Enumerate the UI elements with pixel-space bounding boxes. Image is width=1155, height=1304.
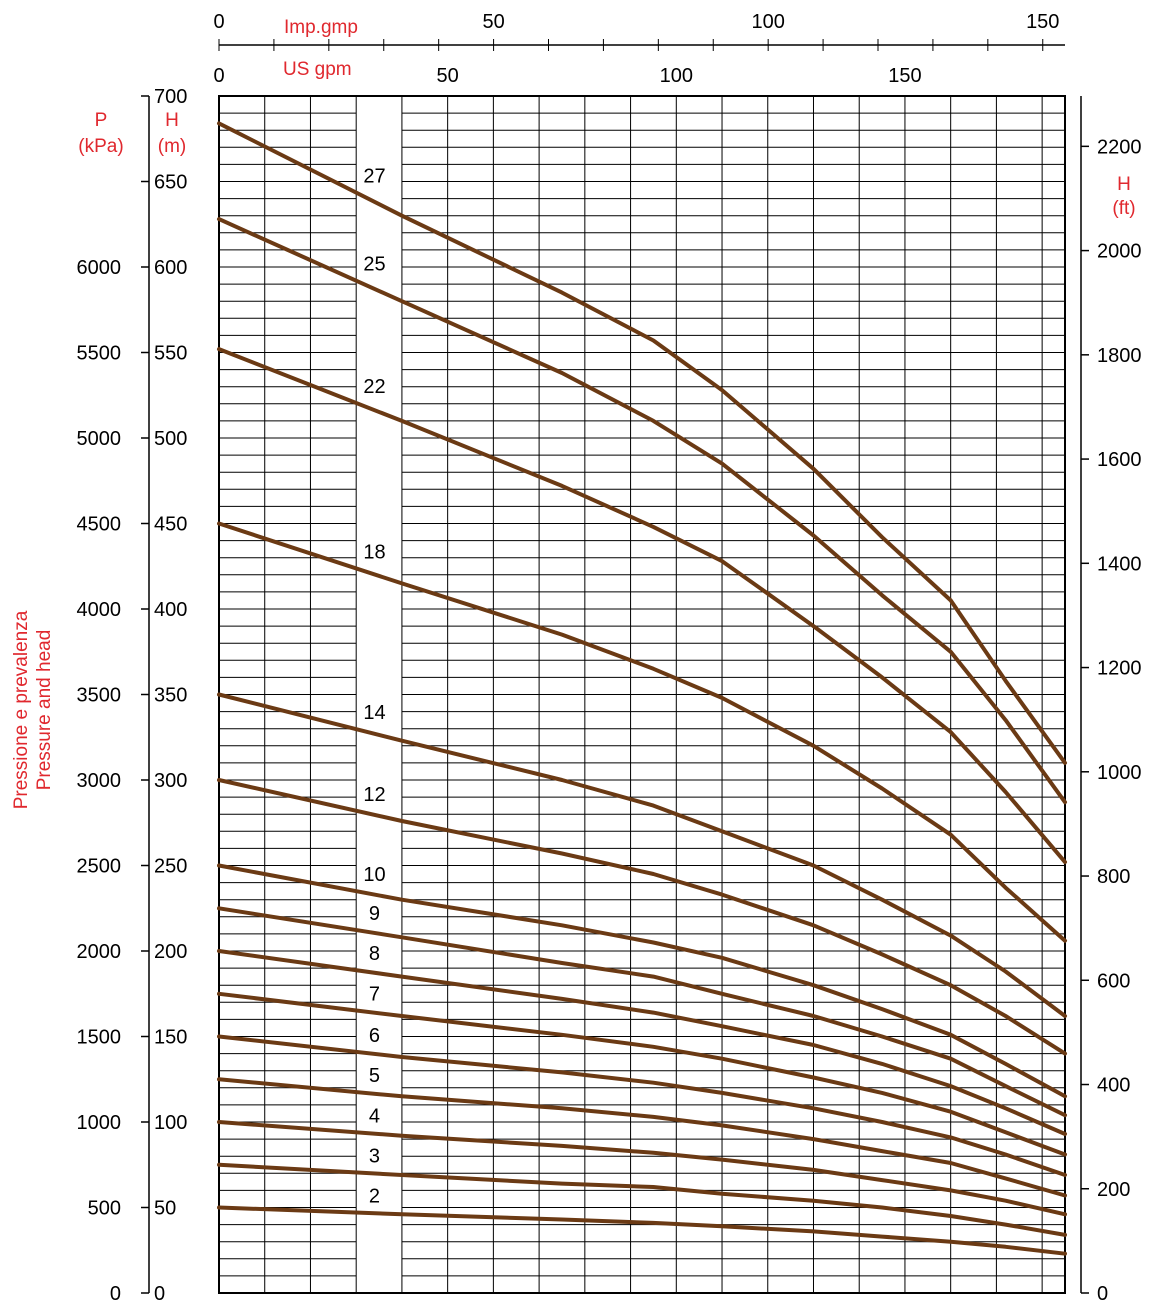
pump-curve-9 <box>217 906 1067 1118</box>
pressure-tick-label: 2500 <box>77 856 122 878</box>
head-m-tick-label: 500 <box>154 428 187 450</box>
head-m-label: H <box>165 110 179 131</box>
head-m-tick-label: 100 <box>154 1112 187 1134</box>
pump-curve-7 <box>217 991 1067 1157</box>
us-gpm-tick-label: 50 <box>437 65 459 87</box>
pressure-tick-label: 6000 <box>77 257 122 279</box>
curve-label-27: 27 <box>363 166 385 188</box>
head-m-tick-label: 650 <box>154 172 187 194</box>
curve-label-6: 6 <box>369 1025 380 1047</box>
pressure-tick-label: 3500 <box>77 685 122 707</box>
head-m-tick-label: 200 <box>154 941 187 963</box>
us-gpm-label: US gpm <box>283 59 352 80</box>
pressure-label: P <box>95 110 108 131</box>
pressure-tick-label: 0 <box>110 1283 121 1304</box>
head-ft-tick-label: 2200 <box>1097 136 1142 158</box>
chart-axes <box>141 39 1089 1294</box>
head-m-tick-label: 300 <box>154 770 187 792</box>
us-gpm-tick-label: 100 <box>660 65 693 87</box>
head-m-tick-label: 550 <box>154 343 187 365</box>
y-axis-title-it: Pressione e prevalenza <box>11 610 32 809</box>
head-m-unit: (m) <box>158 136 186 157</box>
pump-curves <box>217 121 1067 1256</box>
pressure-tick-label: 2000 <box>77 941 122 963</box>
head-ft-tick-label: 200 <box>1097 1179 1130 1201</box>
curve-label-3: 3 <box>369 1145 380 1167</box>
imp-gpm-tick-label: 0 <box>213 11 224 33</box>
pressure-tick-label: 5500 <box>77 343 122 365</box>
head-ft-tick-label: 1400 <box>1097 553 1142 575</box>
curve-label-25: 25 <box>363 254 385 276</box>
pump-curve-22 <box>217 347 1067 865</box>
imp-gpm-tick-label: 150 <box>1026 11 1059 33</box>
curve-label-7: 7 <box>369 983 380 1005</box>
pump-curve-14 <box>217 692 1067 1018</box>
head-ft-tick-label: 1000 <box>1097 762 1142 784</box>
head-m-tick-label: 250 <box>154 856 187 878</box>
head-m-tick-label: 150 <box>154 1027 187 1049</box>
imp-gpm-tick-label: 100 <box>751 11 784 33</box>
pump-curve-2 <box>217 1205 1067 1256</box>
pump-curve-12 <box>217 778 1067 1056</box>
head-ft-tick-label: 1600 <box>1097 449 1142 471</box>
pressure-tick-label: 1000 <box>77 1112 122 1134</box>
us-gpm-tick-label: 150 <box>888 65 921 87</box>
pressure-tick-label: 5000 <box>77 428 122 450</box>
pump-curve-5 <box>217 1077 1067 1198</box>
curve-label-14: 14 <box>363 702 385 724</box>
head-m-tick-label: 400 <box>154 599 187 621</box>
pressure-tick-label: 4000 <box>77 599 122 621</box>
plot-grid <box>218 95 1066 1294</box>
head-m-tick-label: 700 <box>154 86 187 108</box>
pump-curve-27 <box>217 121 1067 765</box>
y-axis-title-en: Pressure and head <box>34 630 55 791</box>
pump-curve-4 <box>217 1120 1067 1217</box>
pump-curve-8 <box>217 949 1067 1136</box>
curve-label-12: 12 <box>363 784 385 806</box>
head-ft-label: H <box>1117 174 1131 195</box>
curve-label-8: 8 <box>369 943 380 965</box>
pressure-unit: (kPa) <box>78 136 123 157</box>
imp-gpm-label: Imp.gmp <box>284 17 358 38</box>
head-m-tick-label: 600 <box>154 257 187 279</box>
pressure-tick-label: 4500 <box>77 514 122 536</box>
curve-label-18: 18 <box>363 541 385 563</box>
head-ft-tick-label: 0 <box>1097 1283 1108 1304</box>
pressure-tick-label: 1500 <box>77 1027 122 1049</box>
pressure-tick-label: 3000 <box>77 770 122 792</box>
pump-curve-3 <box>217 1162 1067 1237</box>
head-ft-tick-label: 2000 <box>1097 241 1142 263</box>
head-m-tick-label: 350 <box>154 685 187 707</box>
head-ft-tick-label: 800 <box>1097 866 1130 888</box>
curve-label-5: 5 <box>369 1065 380 1087</box>
pressure-tick-label: 500 <box>88 1198 121 1220</box>
head-ft-tick-label: 1800 <box>1097 345 1142 367</box>
head-ft-tick-label: 600 <box>1097 970 1130 992</box>
curve-label-22: 22 <box>363 376 385 398</box>
head-ft-tick-label: 400 <box>1097 1075 1130 1097</box>
curve-label-4: 4 <box>369 1105 380 1127</box>
imp-gpm-tick-label: 50 <box>482 11 504 33</box>
head-ft-unit: (ft) <box>1112 198 1135 219</box>
curve-label-10: 10 <box>363 864 385 886</box>
pump-curve-25 <box>217 217 1067 805</box>
head-m-tick-label: 0 <box>154 1283 165 1304</box>
us-gpm-tick-label: 0 <box>213 65 224 87</box>
axis-labels: Imp.gmp US gpm P (kPa) H (m) H (ft) Pres… <box>11 11 1142 1304</box>
head-ft-tick-label: 1200 <box>1097 658 1142 680</box>
curve-label-9: 9 <box>369 903 380 925</box>
pump-curve-6 <box>217 1034 1067 1177</box>
pump-curve-18 <box>217 521 1067 943</box>
pump-curve-10 <box>217 863 1067 1099</box>
head-m-tick-label: 450 <box>154 514 187 536</box>
head-m-tick-label: 50 <box>154 1198 176 1220</box>
curve-label-2: 2 <box>369 1186 380 1208</box>
